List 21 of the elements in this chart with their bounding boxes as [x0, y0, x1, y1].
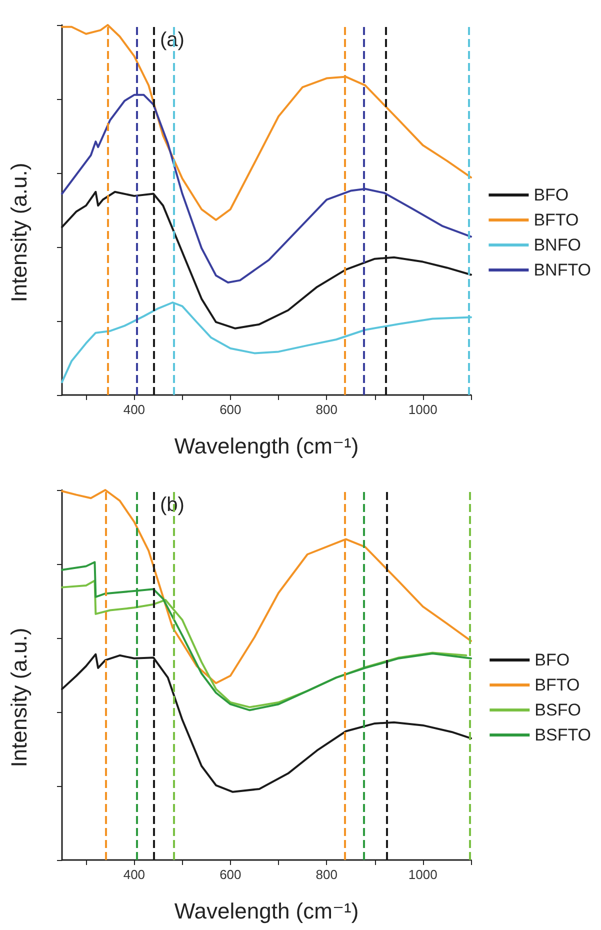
x-tick-label: 1000 [408, 402, 438, 417]
x-tick-label: 400 [123, 867, 146, 882]
legend-label: BSFTO [534, 726, 592, 744]
x-tick-label: 600 [220, 867, 242, 882]
y-axis-title: Intensity (a.u.) [6, 162, 32, 302]
x-axis-title: Wavelength (cm⁻¹) [174, 898, 359, 924]
x-tick-label: 800 [316, 402, 338, 417]
legend-label: BFO [534, 186, 569, 204]
x-tick-label: 400 [123, 402, 146, 417]
legend-label: BNFTO [534, 260, 592, 280]
legend-label: BNFO [534, 236, 581, 254]
legend-label: BSFO [534, 700, 581, 720]
x-tick-label: 600 [220, 402, 242, 417]
x-tick-label: 800 [316, 867, 338, 882]
x-axis-title: Wavelength (cm⁻¹) [174, 434, 359, 458]
annotation: (b) [160, 494, 184, 516]
x-tick-label: 1000 [408, 867, 438, 882]
y-axis-title: Intensity (a.u.) [6, 628, 32, 768]
legend-label: BFTO [534, 676, 580, 694]
legend-label: BFO [534, 650, 570, 670]
legend-label: BFTO [534, 210, 579, 230]
